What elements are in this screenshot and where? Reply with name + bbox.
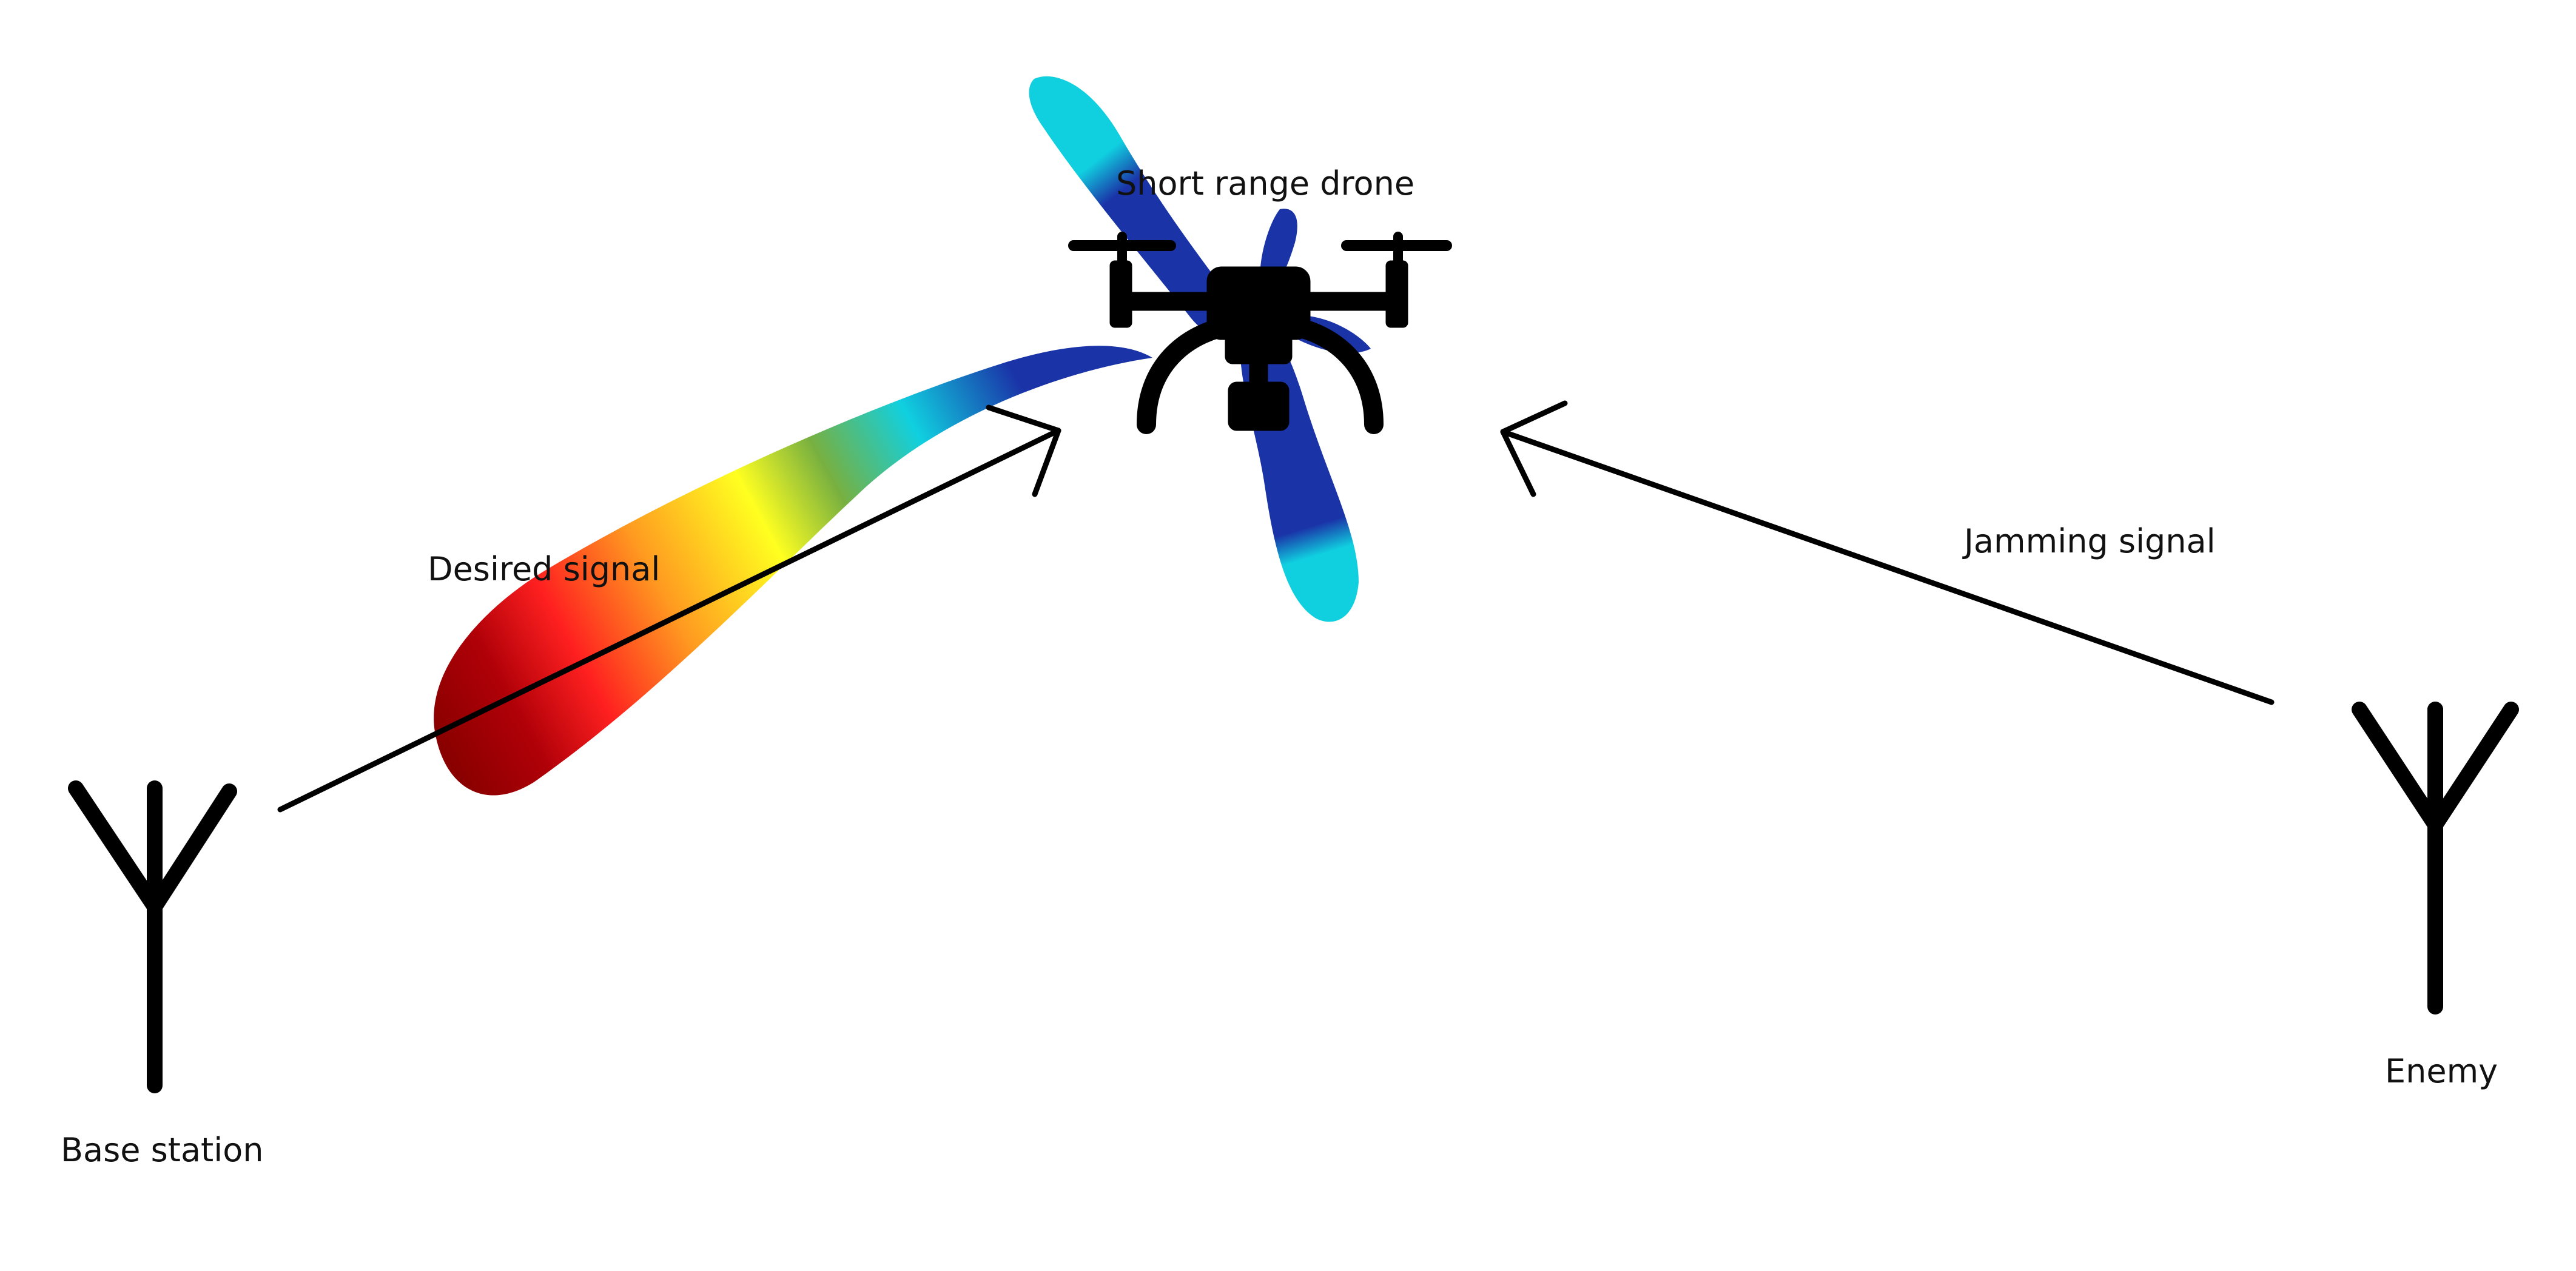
drone-label: Short range drone bbox=[1116, 164, 1415, 203]
base-station-antenna-icon bbox=[68, 780, 237, 1093]
desired-signal-label: Desired signal bbox=[428, 550, 661, 588]
enemy-antenna-icon bbox=[2352, 702, 2519, 1014]
enemy-label: Enemy bbox=[2385, 1052, 2498, 1090]
desired-signal-arrow-icon bbox=[277, 404, 1061, 813]
jamming-signal-arrow-icon bbox=[1500, 400, 2275, 705]
side-lobe-up bbox=[1029, 76, 1243, 334]
main-beam bbox=[434, 346, 1153, 796]
drone-icon bbox=[1068, 232, 1452, 434]
jamming-signal-label: Jamming signal bbox=[1964, 522, 2216, 560]
base-station-label: Base station bbox=[61, 1131, 264, 1169]
